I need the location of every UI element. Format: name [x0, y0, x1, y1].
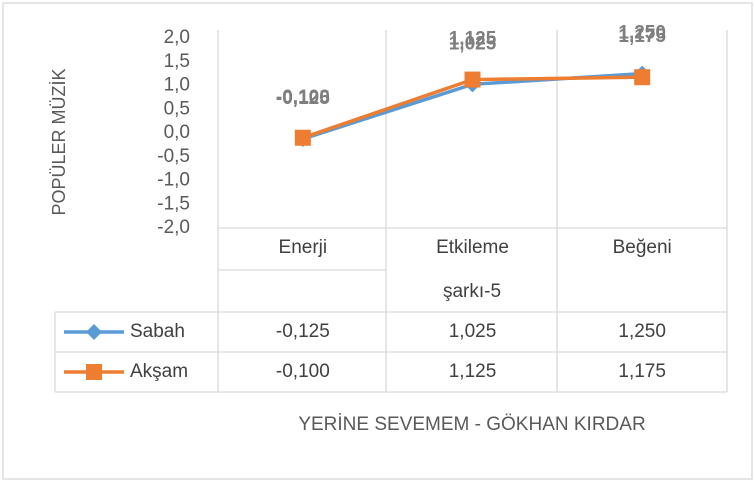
data-label: 1,025: [449, 33, 497, 54]
x-tick-label: Enerji: [279, 237, 328, 258]
series-marker: [294, 129, 311, 146]
y-axis-title: POPÜLER MÜZİK: [49, 68, 69, 215]
series-marker: [634, 69, 651, 86]
y-tick-label: 1,0: [164, 75, 190, 96]
table-cell: 1,025: [449, 321, 497, 342]
table-lines: [54, 30, 728, 393]
series-marker: [464, 71, 481, 88]
x-tick-label: Beğeni: [613, 237, 672, 258]
y-tick-label: 1,5: [164, 51, 190, 72]
legend-key-marker: [86, 364, 102, 380]
y-tick-label: -1,0: [157, 170, 190, 191]
table-cell: -0,125: [276, 321, 330, 342]
chart-frame: [2, 2, 753, 480]
y-tick-label: 2,0: [164, 27, 190, 48]
y-tick-label: 0,0: [164, 122, 190, 143]
data-label: 1,250: [618, 23, 666, 44]
x-tick-label: Etkileme: [436, 237, 509, 258]
y-tick-label: -0,5: [157, 146, 190, 167]
data-label: -0,125: [276, 88, 330, 109]
table-cell: 1,125: [449, 361, 497, 382]
table-cell: 1,175: [618, 361, 666, 382]
y-tick-label: -2,0: [157, 217, 190, 238]
legend-label: Akşam: [130, 361, 188, 382]
category-group-label: şarkı-5: [443, 281, 501, 302]
data-label: 1,125: [449, 29, 497, 50]
table-cell: 1,250: [618, 321, 666, 342]
y-tick-label: -1,5: [157, 193, 190, 214]
data-label: -0,100: [276, 87, 330, 108]
x-axis-title: YERİNE SEVEMEM - GÖKHAN KIRDAR: [298, 414, 645, 435]
legend-label: Sabah: [130, 321, 185, 342]
data-label: 1,175: [618, 26, 666, 47]
table-cell: -0,100: [276, 361, 330, 382]
legend-key-marker: [86, 324, 102, 340]
y-tick-label: 0,5: [164, 98, 190, 119]
